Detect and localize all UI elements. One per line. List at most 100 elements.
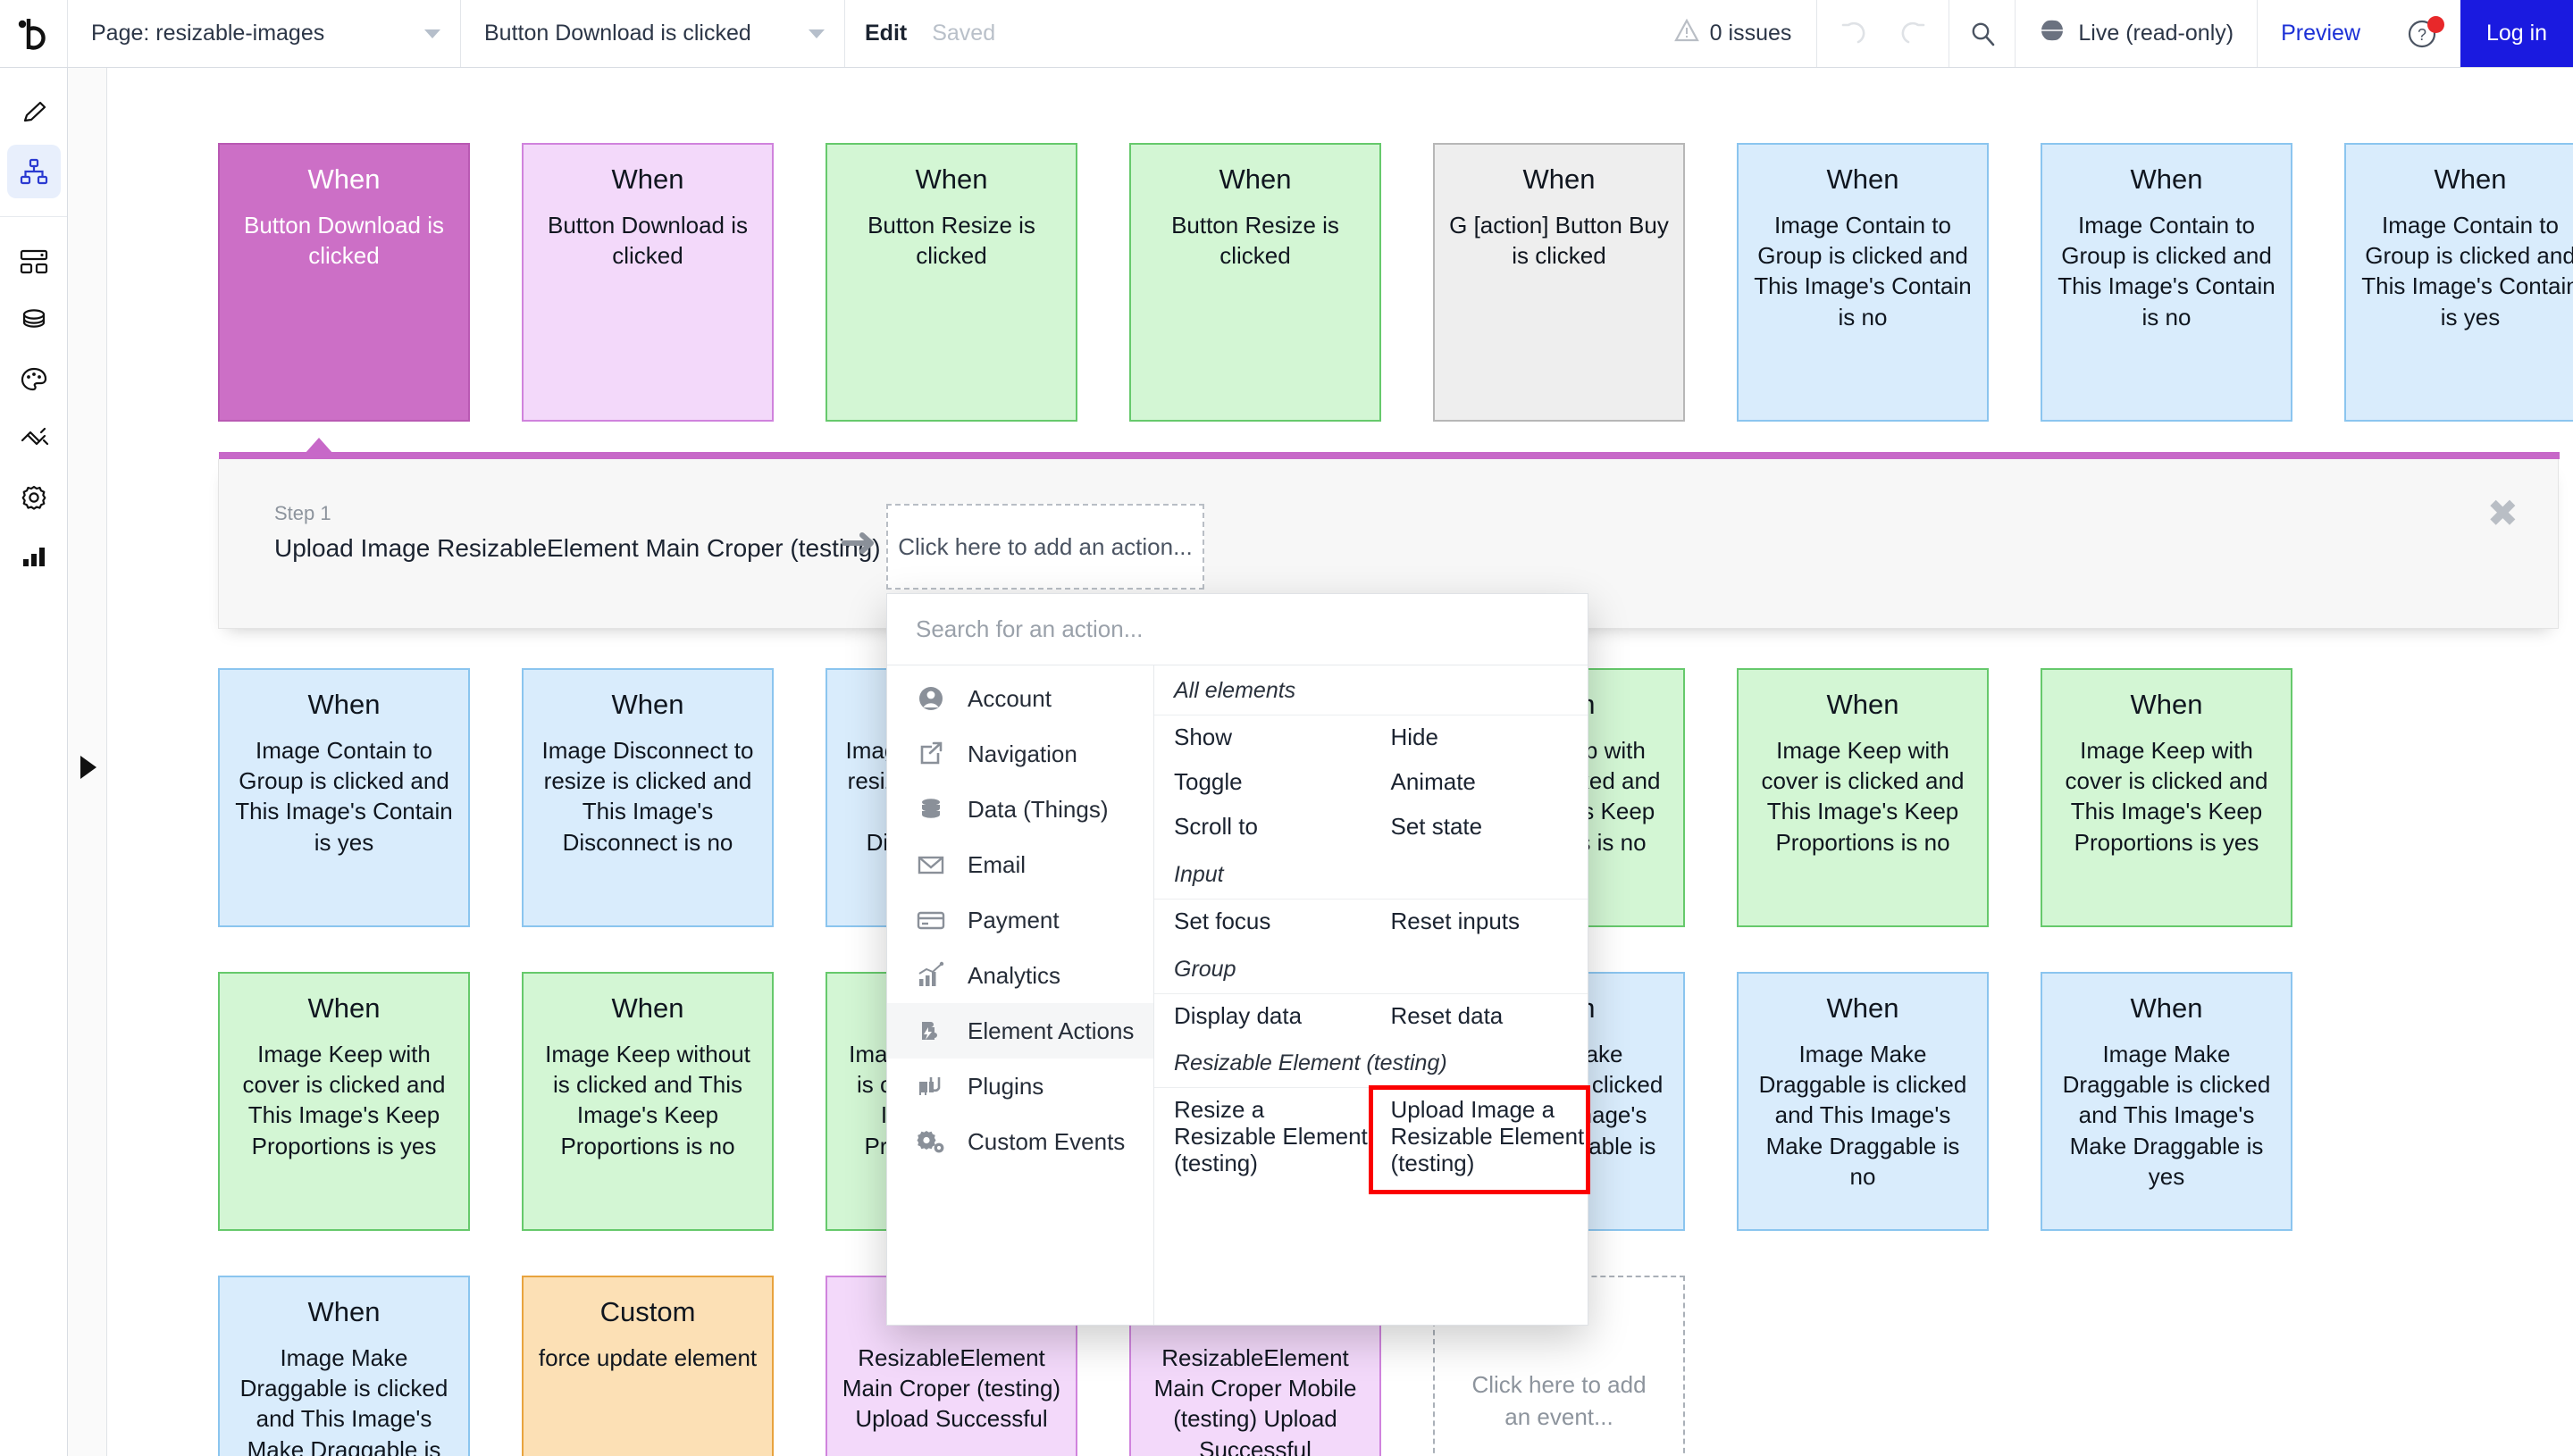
redo-icon [1901, 21, 1925, 43]
action-group-title: All elements [1154, 665, 1588, 715]
event-card[interactable]: When Button Resize is clicked [826, 143, 1077, 422]
workflow-canvas[interactable]: When Button Download is clicked When Button… [68, 68, 2573, 1456]
event-card[interactable]: When Image Disconnect to resize is clicke… [522, 668, 774, 927]
action-category-custom-events[interactable]: Custom Events [887, 1114, 1153, 1169]
event-card[interactable]: When Button Download is clicked [522, 143, 774, 422]
action-category-data-things[interactable]: Data (Things) [887, 782, 1153, 837]
event-card-title: When [1826, 992, 1899, 1024]
sidebar-item-design[interactable] [7, 86, 61, 139]
event-card[interactable]: When Image Keep without is clicked and Th… [522, 972, 774, 1231]
event-card[interactable]: When Image Keep with cover is clicked and… [2041, 668, 2292, 927]
gears-icon [914, 1125, 948, 1159]
step-number-label: Step 1 [274, 502, 331, 524]
redo-button[interactable] [1883, 0, 1950, 67]
event-card-title: When [2130, 689, 2203, 720]
action-category-label: Payment [968, 906, 1060, 933]
sidebar-item-styles[interactable] [7, 353, 61, 406]
event-card-subtitle: Image Contain to Group is clicked and Th… [1754, 211, 1972, 331]
event-card-subtitle: Image Keep with cover is clicked and Thi… [1761, 736, 1965, 856]
event-card-subtitle: Image Contain to Group is clicked and Th… [2361, 211, 2573, 331]
sidebar-item-settings[interactable] [7, 471, 61, 524]
event-card[interactable]: When Image Make Draggable is clicked and … [218, 1276, 470, 1456]
event-card[interactable]: When Image Make Draggable is clicked and … [2041, 972, 2292, 1231]
action-group-title: Resizable Element (testing) [1154, 1038, 1588, 1089]
action-category-navigation[interactable]: Navigation [887, 726, 1153, 782]
action-item[interactable]: Display data [1174, 1001, 1303, 1029]
event-card[interactable]: Custom force update element [522, 1276, 774, 1456]
event-card[interactable]: When Image Make Draggable is clicked and … [1737, 972, 1989, 1231]
action-item[interactable]: Reset inputs [1390, 907, 1521, 934]
event-card[interactable]: When Button Resize is clicked [1129, 143, 1381, 422]
event-card-title: When [1826, 163, 1899, 195]
sidebar-item-plugins[interactable] [7, 412, 61, 465]
workflow-step-1[interactable]: Step 1 Upload Image ResizableElement Mai… [274, 502, 881, 563]
event-card-title: When [611, 689, 684, 720]
search-input[interactable] [916, 615, 1559, 643]
sidebar-item-elements[interactable] [7, 235, 61, 289]
preview-button[interactable]: Preview [2281, 21, 2360, 46]
action-item[interactable]: Set state [1390, 812, 1483, 840]
action-item[interactable]: Reset data [1390, 1001, 1504, 1029]
event-card[interactable]: When Image Contain to Group is clicked an… [2041, 143, 2292, 422]
event-card-subtitle: Image Keep without is clicked and This I… [545, 1040, 750, 1159]
gear-icon [21, 485, 46, 510]
edit-button[interactable]: Edit [865, 21, 908, 46]
action-category-payment[interactable]: Payment [887, 892, 1153, 948]
action-picker-popup: Account Navigation Data (Things) Email Payme… [886, 593, 1590, 1326]
action-item[interactable]: Resize a Resizable Element (testing) [1174, 1096, 1368, 1177]
action-picker-body: Account Navigation Data (Things) Email Payme… [887, 665, 1590, 1325]
event-card-title: When [1826, 689, 1899, 720]
issues-count-label: 0 issues [1709, 21, 1792, 46]
database-icon [22, 309, 45, 328]
event-card-subtitle: Image Make Draggable is clicked and This… [1758, 1040, 1967, 1190]
event-card[interactable]: When Image Keep with cover is clicked and… [218, 972, 470, 1231]
action-category-analytics[interactable]: Analytics [887, 948, 1153, 1003]
event-card-title: When [2434, 163, 2507, 195]
action-category-email[interactable]: Email [887, 837, 1153, 892]
pencil-icon [23, 101, 46, 122]
workflow-hierarchy-icon [20, 158, 47, 185]
page-selector[interactable]: Page: resizable-images [68, 0, 461, 67]
add-event-placeholder[interactable]: Click here to add an event... [1433, 1276, 1685, 1456]
action-item[interactable]: Animate [1390, 767, 1476, 795]
event-selector[interactable]: Button Download is clicked [461, 0, 845, 67]
rail-group-primary [0, 68, 67, 217]
user-circle-icon [914, 682, 948, 715]
event-card[interactable]: When Image Keep with cover is clicked and… [1737, 668, 1989, 927]
event-card-title: When [1219, 163, 1292, 195]
sidebar-item-workflow[interactable] [6, 145, 61, 198]
event-card[interactable]: When G [action] Button Buy is clicked [1433, 143, 1685, 422]
action-item[interactable]: Show [1174, 724, 1233, 750]
event-card[interactable]: When Image Contain to Group is clicked an… [1737, 143, 1989, 422]
action-item[interactable]: Toggle [1174, 767, 1243, 795]
event-card[interactable]: When Button Download is clicked [218, 143, 470, 422]
event-card[interactable]: When Image Contain to Group is clicked an… [218, 668, 470, 927]
action-category-element-actions[interactable]: Element Actions [887, 1003, 1153, 1059]
envelope-icon [914, 848, 948, 882]
search-icon [1972, 22, 1995, 46]
action-item[interactable]: Scroll to [1174, 812, 1258, 840]
log-in-button[interactable]: Log in [2460, 0, 2573, 67]
globe-icon [2035, 17, 2070, 50]
action-group-title: Input [1154, 849, 1588, 900]
action-item[interactable]: Upload Image a Resizable Element (testin… [1368, 1085, 1590, 1195]
action-row: Toggle Animate [1154, 760, 1588, 805]
action-row: Scroll to Set state [1154, 805, 1588, 849]
close-icon[interactable]: ✖ [2486, 491, 2519, 535]
action-category-plugins[interactable]: Plugins [887, 1059, 1153, 1114]
sidebar-item-logs[interactable] [7, 530, 61, 583]
action-item[interactable]: Set focus [1174, 907, 1271, 934]
bubble-logo-icon[interactable] [0, 0, 68, 67]
undo-button[interactable] [1817, 0, 1883, 67]
help-button[interactable]: ? [2384, 0, 2460, 67]
issues-button[interactable]: 0 issues [1649, 0, 1818, 67]
version-selector[interactable]: Live (read-only) [2016, 0, 2259, 67]
sidebar-item-data[interactable] [7, 294, 61, 347]
event-card[interactable]: When Image Contain to Group is clicked an… [2344, 143, 2573, 422]
add-action-placeholder[interactable]: Click here to add an action... [886, 504, 1204, 590]
help-notification-badge [2427, 16, 2444, 33]
triangle-right-icon[interactable] [80, 756, 96, 779]
action-category-account[interactable]: Account [887, 671, 1153, 726]
search-button[interactable] [1949, 0, 2016, 67]
action-item[interactable]: Hide [1390, 724, 1438, 750]
